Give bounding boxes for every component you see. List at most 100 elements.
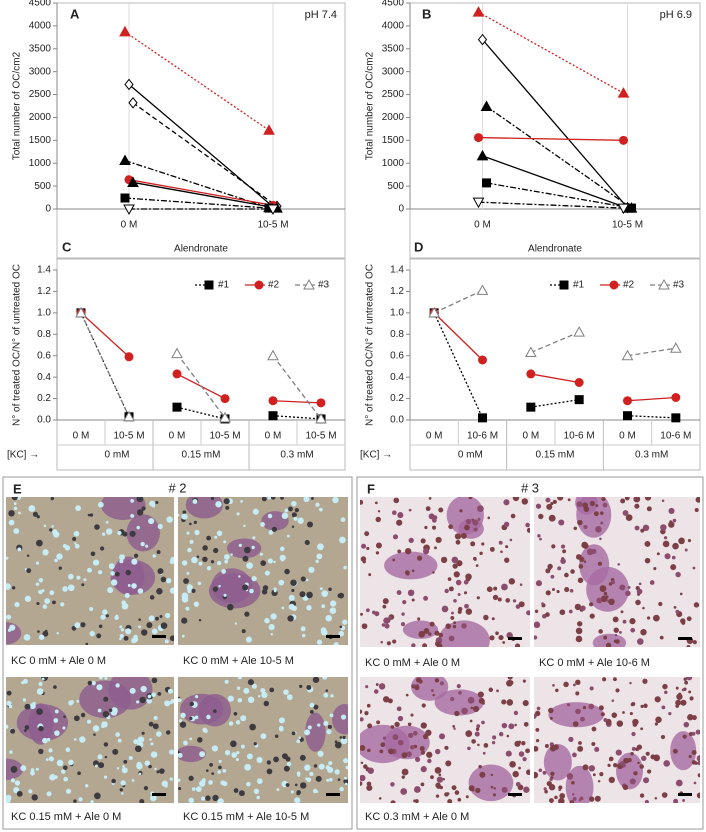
cell	[54, 709, 59, 714]
cell	[693, 781, 697, 785]
cell	[178, 787, 182, 791]
cell	[431, 525, 437, 530]
cell	[38, 590, 43, 595]
cell	[136, 525, 140, 530]
cell	[62, 726, 66, 730]
cell	[622, 619, 627, 624]
cell	[63, 776, 69, 782]
cell	[599, 537, 602, 541]
y-tick-label: 0.6	[37, 350, 51, 361]
y-tick-label: 2500	[29, 89, 52, 100]
cell	[640, 528, 645, 533]
cell	[9, 750, 13, 754]
micrograph	[534, 677, 700, 803]
cell	[139, 798, 145, 803]
cell	[244, 546, 251, 554]
cell	[264, 617, 270, 624]
cell	[643, 703, 648, 708]
cell	[182, 510, 187, 515]
cell	[453, 621, 457, 625]
cell	[504, 557, 510, 563]
cell	[401, 752, 408, 759]
image-content	[360, 497, 530, 647]
cell	[615, 749, 622, 756]
cell	[299, 754, 306, 761]
cell	[276, 788, 280, 792]
cell	[564, 572, 569, 578]
cell	[467, 696, 475, 704]
cell	[164, 639, 169, 644]
cell	[321, 590, 329, 597]
cell	[282, 782, 286, 786]
cell	[298, 736, 301, 740]
x-tick-label: 10-6 M	[660, 431, 691, 442]
cell	[392, 558, 396, 562]
cell	[115, 683, 120, 688]
cell	[246, 781, 251, 787]
cell	[567, 498, 571, 502]
cell	[35, 582, 40, 586]
cell	[560, 544, 566, 549]
cell	[14, 780, 21, 786]
cell	[183, 578, 189, 584]
micrograph	[534, 497, 700, 647]
cell	[10, 778, 16, 783]
cell	[83, 578, 87, 582]
frame	[56, 2, 346, 260]
cell	[582, 764, 589, 771]
series-line	[128, 83, 274, 208]
scale-bar	[508, 637, 522, 640]
cell	[505, 750, 512, 757]
cell	[458, 690, 462, 695]
cell	[195, 695, 199, 699]
cell	[53, 685, 57, 689]
cell	[460, 532, 467, 539]
cell	[334, 741, 342, 749]
osteoclast	[16, 704, 69, 742]
cell	[625, 590, 631, 597]
cell	[675, 779, 683, 787]
cell	[601, 497, 606, 502]
cell	[110, 579, 118, 586]
cell	[696, 792, 700, 799]
cell	[479, 771, 486, 778]
cell	[629, 711, 633, 716]
cell	[13, 787, 20, 794]
cell	[65, 747, 71, 753]
cell	[425, 506, 431, 512]
cell	[672, 518, 677, 523]
cell	[246, 562, 253, 570]
cell	[117, 738, 122, 743]
marker	[204, 280, 214, 290]
cell	[578, 741, 582, 745]
cell	[525, 522, 530, 528]
cell	[557, 566, 562, 571]
marker	[478, 355, 487, 365]
cell	[345, 765, 348, 770]
cell	[52, 600, 56, 605]
cell	[181, 634, 185, 638]
cell	[572, 721, 579, 727]
cell	[98, 570, 103, 575]
cell	[489, 635, 495, 641]
marker	[267, 204, 279, 216]
cell	[400, 788, 408, 795]
cell	[296, 791, 301, 796]
series-line	[433, 289, 483, 314]
cell	[591, 548, 597, 555]
cell	[228, 721, 234, 726]
cell	[225, 505, 230, 510]
cell	[169, 559, 174, 565]
y-tick-label: 2000	[29, 112, 52, 123]
cell	[368, 573, 372, 577]
cell	[38, 725, 44, 732]
marker	[609, 280, 619, 290]
cell	[367, 748, 371, 753]
y-tick-label: 3000	[29, 66, 52, 77]
y-tick-label: 0.2	[390, 393, 404, 404]
cell	[105, 614, 109, 618]
legend-label: #3	[318, 280, 330, 291]
cell	[23, 634, 31, 641]
cell	[562, 549, 567, 554]
image-content	[178, 497, 348, 645]
